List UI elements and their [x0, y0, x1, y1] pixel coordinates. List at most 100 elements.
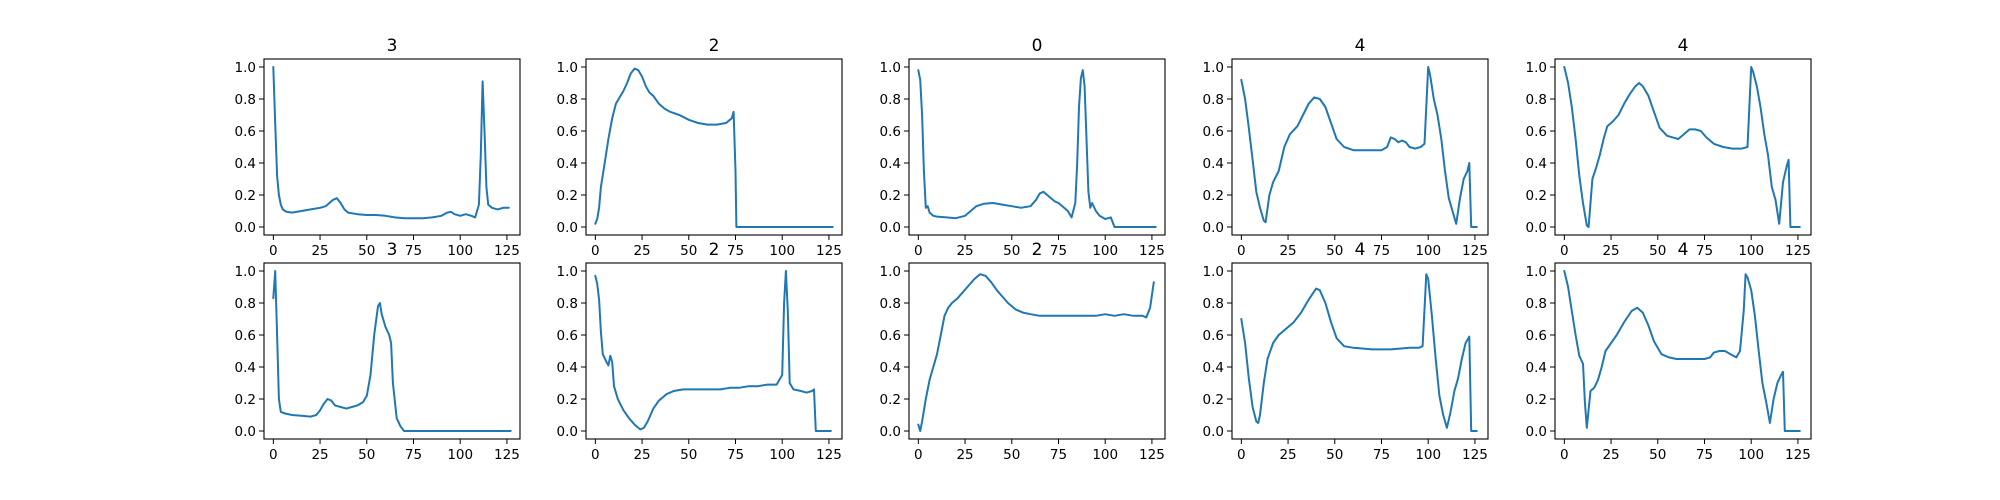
x-tick-label: 25	[1602, 447, 1619, 463]
axes-frame	[908, 262, 1166, 440]
axes-frame	[908, 58, 1166, 236]
y-tick-label: 0.4	[235, 360, 256, 376]
subplot-title: 4	[1355, 240, 1366, 260]
y-tick-label: 0.4	[557, 156, 578, 172]
y-tick-label: 0.8	[880, 92, 901, 108]
series-line	[1563, 66, 1801, 228]
x-tick-label: 50	[1003, 447, 1020, 463]
y-tick-label: 0.8	[235, 92, 256, 108]
y-tick-label: 1.0	[557, 60, 578, 76]
subplot-7: 2 0 25 50 75 100 125 0.0 0.2 0.4 0.6 0.8 1.0	[557, 240, 843, 463]
x-tick-label: 75	[1696, 447, 1713, 463]
y-tick-label: 0.0	[1203, 424, 1224, 440]
y-tick-label: 0.6	[1526, 124, 1547, 140]
x-tick-label: 100	[1092, 447, 1118, 463]
x-tick-label: 25	[1279, 243, 1296, 259]
x-tick-label: 0	[1560, 243, 1569, 259]
axes-frame	[1231, 58, 1489, 236]
series-line	[272, 270, 512, 432]
y-tick-label: 1.0	[1203, 60, 1224, 76]
y-tick-label: 1.0	[1526, 60, 1547, 76]
subplot-title: 3	[387, 240, 398, 260]
x-tick-label: 75	[727, 447, 744, 463]
y-tick-label: 0.8	[1203, 92, 1224, 108]
y-tick-label: 0.2	[1203, 392, 1224, 408]
y-tick-label: 0.2	[235, 392, 256, 408]
x-tick-label: 25	[311, 447, 328, 463]
y-tick-label: 0.6	[235, 124, 256, 140]
x-tick-label: 50	[1003, 243, 1020, 259]
subplot-title: 0	[1032, 36, 1043, 56]
x-tick-label: 50	[1649, 243, 1666, 259]
x-tick-label: 0	[914, 447, 923, 463]
x-tick-label: 100	[769, 447, 795, 463]
y-tick-label: 0.6	[557, 328, 578, 344]
y-tick-label: 0.4	[235, 156, 256, 172]
y-tick-label: 0.8	[880, 296, 901, 312]
subplot-8: 2 0 25 50 75 100 125 0.0 0.2 0.4 0.6 0.8 1.0	[880, 240, 1166, 463]
y-tick-label: 1.0	[235, 264, 256, 280]
y-tick-label: 0.0	[880, 424, 901, 440]
x-tick-label: 25	[956, 243, 973, 259]
y-tick-label: 1.0	[880, 264, 901, 280]
y-tick-label: 0.2	[1526, 392, 1547, 408]
subplot-3: 0 0 25 50 75 100 125 0.0 0.2 0.4 0.6 0.8 1.0	[880, 36, 1166, 259]
x-tick-label: 100	[1738, 447, 1764, 463]
y-tick-label: 0.4	[880, 156, 901, 172]
x-tick-label: 100	[1415, 243, 1441, 259]
x-tick-label: 125	[1462, 243, 1488, 259]
series-line	[594, 67, 834, 228]
y-tick-label: 0.0	[1203, 220, 1224, 236]
x-tick-label: 50	[680, 243, 697, 259]
y-tick-label: 0.6	[1526, 328, 1547, 344]
x-tick-label: 0	[269, 243, 278, 259]
axes-frame	[263, 262, 521, 440]
y-tick-label: 0.4	[1526, 156, 1547, 172]
x-tick-label: 25	[633, 243, 650, 259]
y-tick-label: 0.6	[880, 328, 901, 344]
x-tick-label: 100	[447, 447, 473, 463]
x-tick-label: 0	[914, 243, 923, 259]
y-tick-label: 1.0	[1203, 264, 1224, 280]
x-tick-label: 125	[494, 243, 520, 259]
y-tick-label: 0.8	[1526, 92, 1547, 108]
x-tick-label: 50	[1326, 243, 1343, 259]
axes-frame	[1231, 262, 1489, 440]
axes-frame	[585, 262, 843, 440]
x-tick-label: 125	[494, 447, 520, 463]
x-tick-label: 0	[591, 447, 600, 463]
x-tick-label: 125	[1785, 447, 1811, 463]
x-tick-label: 75	[727, 243, 744, 259]
x-tick-label: 100	[1415, 447, 1441, 463]
x-tick-label: 25	[633, 447, 650, 463]
x-tick-label: 0	[1237, 447, 1246, 463]
x-tick-label: 0	[269, 447, 278, 463]
x-tick-label: 125	[1139, 243, 1165, 259]
subplot-1: 3 0 25 50 75 100 125 0.0 0.2 0.4 0.6 0.8 1.0	[235, 36, 521, 259]
y-tick-label: 1.0	[235, 60, 256, 76]
x-tick-label: 25	[1279, 447, 1296, 463]
x-tick-label: 25	[1602, 243, 1619, 259]
y-tick-label: 0.0	[1526, 424, 1547, 440]
y-tick-label: 0.8	[557, 296, 578, 312]
y-tick-label: 0.4	[1203, 156, 1224, 172]
axes-frame	[1554, 58, 1812, 236]
x-tick-label: 100	[1738, 243, 1764, 259]
x-tick-label: 100	[769, 243, 795, 259]
x-tick-label: 75	[1050, 243, 1067, 259]
subplot-title: 2	[1032, 240, 1043, 260]
y-tick-label: 0.0	[880, 220, 901, 236]
y-tick-label: 0.6	[235, 328, 256, 344]
subplot-4: 4 0 25 50 75 100 125 0.0 0.2 0.4 0.6 0.8 1.0	[1203, 36, 1489, 259]
y-tick-label: 0.6	[1203, 124, 1224, 140]
subplot-2: 2 0 25 50 75 100 125 0.0 0.2 0.4 0.6 0.8 1.0	[557, 36, 843, 259]
y-tick-label: 1.0	[880, 60, 901, 76]
x-tick-label: 50	[358, 447, 375, 463]
y-tick-label: 0.2	[557, 392, 578, 408]
x-tick-label: 0	[1560, 447, 1569, 463]
subplot-9: 4 0 25 50 75 100 125 0.0 0.2 0.4 0.6 0.8 1.0	[1203, 240, 1489, 463]
subplot-5: 4 0 25 50 75 100 125 0.0 0.2 0.4 0.6 0.8 1.0	[1526, 36, 1812, 259]
x-tick-label: 100	[447, 243, 473, 259]
series-line	[917, 273, 1155, 432]
